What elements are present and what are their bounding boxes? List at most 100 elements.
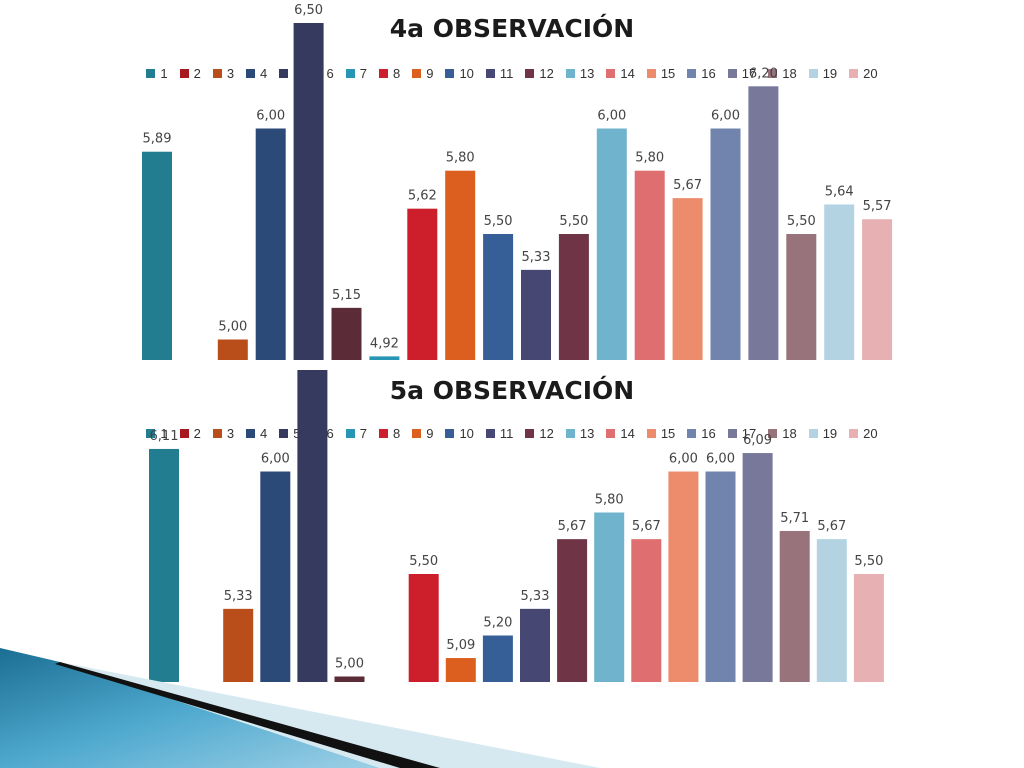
data-label: 5,50: [787, 214, 816, 229]
legend-swatch: [808, 429, 818, 438]
legend-item: 15: [646, 66, 676, 81]
bar-4: [255, 128, 286, 360]
legend-label: 6: [326, 426, 334, 441]
legend-item: 7: [345, 426, 367, 441]
bar-18: [779, 530, 810, 682]
legend-label: 14: [620, 66, 635, 81]
legend-label: 12: [539, 426, 554, 441]
blue-gradient-wedge: [0, 648, 380, 768]
legend-item: 8: [378, 66, 401, 81]
legend-label: 1: [160, 66, 168, 81]
data-label: 6,09: [743, 433, 772, 448]
data-label: 5,80: [446, 151, 475, 166]
legend-item: 17: [727, 66, 756, 81]
legend-swatch: [345, 69, 355, 78]
legend-label: 20: [863, 426, 878, 441]
legend-item: 10: [445, 426, 474, 441]
legend-label: 8: [392, 66, 401, 81]
legend-label: 19: [822, 66, 838, 81]
data-label: 6,20: [749, 66, 778, 81]
data-label: 5,67: [817, 519, 846, 534]
legend-label: 2: [193, 426, 201, 441]
legend-swatch: [212, 69, 222, 78]
bar-16: [710, 128, 741, 360]
legend-item: 13: [565, 66, 595, 81]
data-label: 6,00: [711, 109, 740, 124]
legend-label: 3: [226, 66, 235, 81]
legend-item: 5: [279, 426, 301, 441]
legend-label: 15: [660, 66, 676, 81]
bar-11: [521, 269, 551, 360]
bar-3: [217, 339, 248, 360]
data-label: 4,92: [370, 336, 399, 351]
legend-swatch: [727, 429, 737, 438]
legend-swatch: [445, 429, 455, 438]
legend-label: 16: [701, 426, 716, 441]
legend-swatch: [485, 429, 495, 438]
legend-item: 10: [445, 66, 474, 81]
legend-swatch: [378, 429, 388, 438]
legend-swatch: [212, 429, 222, 438]
data-label: 5,89: [143, 132, 172, 147]
bar-14: [634, 170, 665, 360]
bar-6: [334, 676, 365, 682]
bar-20: [853, 574, 884, 682]
legend-label: 12: [539, 66, 554, 81]
legend-item: 11: [485, 426, 513, 441]
data-label: 5,57: [863, 199, 892, 214]
legend-swatch: [646, 69, 656, 78]
bar-3: [223, 608, 254, 682]
bar-11: [520, 608, 550, 682]
legend-label: 6: [326, 66, 334, 81]
legend-item: 20: [849, 426, 878, 441]
bar-13: [594, 512, 625, 682]
bar-14: [631, 539, 662, 682]
legend-item: 15: [646, 426, 675, 441]
legend-swatch: [727, 69, 737, 78]
legend-label: 1: [160, 426, 168, 441]
bar-10: [482, 635, 513, 682]
legend-label: 4: [260, 66, 268, 81]
data-label: 5,09: [446, 638, 475, 653]
data-label: 5,71: [780, 511, 809, 526]
legend-swatch: [606, 429, 616, 438]
bar-plot: 6,114,715,336,006,505,004,805,505,095,20…: [149, 370, 884, 682]
legend-item: 3: [212, 426, 234, 441]
legend-label: 18: [782, 426, 797, 441]
legend-swatch: [565, 69, 575, 78]
legend-swatch: [279, 429, 289, 438]
legend-label: 4: [260, 426, 268, 441]
legend-label: 5: [293, 426, 301, 441]
legend-item: 19: [808, 66, 838, 81]
data-label: 5,67: [673, 178, 702, 193]
data-label: 6,00: [256, 109, 285, 124]
data-label: 6,00: [706, 452, 735, 467]
bar-19: [816, 539, 847, 682]
data-label: 5,50: [484, 214, 513, 229]
bar-5: [297, 370, 328, 682]
bar-12: [558, 234, 589, 360]
bar-7: [369, 356, 400, 360]
legend-swatch: [412, 69, 422, 78]
legend-label: 13: [579, 66, 595, 81]
bar-8: [407, 208, 438, 360]
legend-item: 2: [179, 66, 201, 81]
data-label: 6,00: [261, 452, 290, 467]
data-label: 5,20: [483, 616, 512, 631]
legend-item: 7: [345, 66, 367, 81]
data-label: 5,33: [224, 589, 253, 604]
legend-item: 11: [485, 66, 513, 81]
bar-1: [149, 448, 179, 682]
legend-label: 9: [426, 426, 434, 441]
legend-swatch: [445, 69, 455, 78]
legend-label: 14: [620, 426, 635, 441]
data-label: 5,50: [559, 214, 588, 229]
bar-20: [862, 219, 893, 360]
legend-item: 4: [246, 66, 267, 81]
legend-item: 18: [768, 426, 797, 441]
legend-item: 13: [565, 426, 594, 441]
light-wedge: [60, 662, 600, 768]
legend-label: 10: [459, 66, 474, 81]
legend-item: 16: [687, 426, 716, 441]
